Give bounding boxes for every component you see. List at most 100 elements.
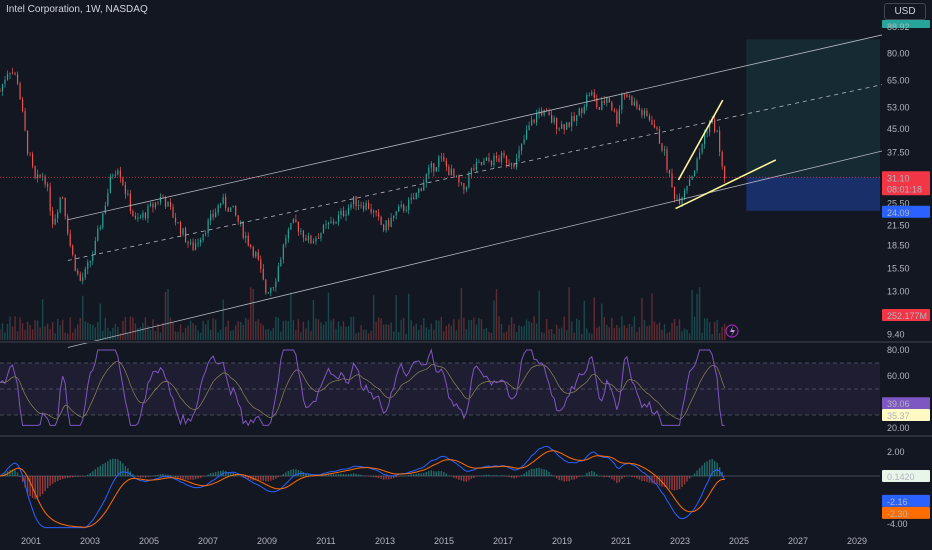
candle-body <box>578 108 580 116</box>
candle-body <box>505 155 508 164</box>
candle-body <box>4 80 6 85</box>
candle-body <box>438 156 440 168</box>
volume-bar <box>29 325 31 340</box>
volume-bar <box>207 320 209 340</box>
wedge-upper-line[interactable] <box>677 99 724 181</box>
macd-histogram-bar <box>189 476 192 480</box>
volume-bar <box>621 316 623 340</box>
candle-body <box>182 228 184 235</box>
candle-body <box>335 221 337 224</box>
macd-histogram-bar <box>390 476 392 479</box>
macd-histogram-bar <box>518 476 520 477</box>
volume-bar <box>440 316 443 340</box>
macd-histogram-bar <box>623 476 626 478</box>
candle-body <box>646 110 648 117</box>
volume-bar <box>608 327 611 340</box>
candle-body <box>62 197 64 199</box>
candle-body <box>174 217 177 223</box>
volume-bar <box>192 322 194 340</box>
candle-body <box>576 115 578 121</box>
macd-histogram-bar <box>508 476 510 478</box>
candle-body <box>603 100 605 103</box>
volume-bar <box>693 316 696 340</box>
macd-tick-label: -4.00 <box>887 519 908 529</box>
candle-body <box>518 150 520 159</box>
lightning-icon[interactable] <box>725 324 739 338</box>
channel-middle-line[interactable] <box>67 84 883 261</box>
volume-bar <box>455 330 458 340</box>
candle-body <box>483 160 485 165</box>
price-axis[interactable]: 80.00 65.00 53.00 45.00 37.50 25.50 21.50 18.50… <box>882 0 932 342</box>
candle-body <box>450 168 452 176</box>
volume-bar <box>518 325 520 340</box>
volume-bar <box>342 321 345 340</box>
volume-bar <box>72 332 74 340</box>
candle-body <box>117 170 119 175</box>
volume-bar <box>638 327 641 340</box>
wedge-lines[interactable] <box>675 99 777 210</box>
channel-lower-line[interactable] <box>67 150 883 348</box>
volume-bar <box>194 325 197 340</box>
volume-bar <box>295 330 297 340</box>
volume-bar <box>468 320 470 340</box>
channel-upper-line[interactable] <box>67 34 883 221</box>
price-tick-label: 13.00 <box>887 287 910 297</box>
rsi-value-tag-bg <box>882 397 930 410</box>
macd-histogram-bar <box>530 468 533 476</box>
pane-separators[interactable] <box>0 341 932 437</box>
candle-body <box>29 153 31 155</box>
macd-histogram-bar <box>475 476 478 477</box>
volume-bar <box>367 333 370 340</box>
candle-body <box>31 154 34 167</box>
price-candles[interactable] <box>0 67 726 297</box>
macd-histogram-bar <box>673 476 676 491</box>
macd-histogram-bar <box>591 470 593 476</box>
candle-body <box>566 122 568 130</box>
stop-price-tag: 24.09 <box>887 208 910 218</box>
volume-bar <box>79 317 81 340</box>
macd-histogram-bar <box>92 471 94 476</box>
volume-bars <box>0 287 726 340</box>
candle-body <box>280 259 282 267</box>
volume-bar <box>345 326 347 340</box>
candle-body <box>235 205 237 216</box>
macd-histogram-bar <box>613 476 616 481</box>
volume-bar <box>691 290 693 340</box>
wedge-lower-line[interactable] <box>675 159 777 210</box>
volume-bar <box>661 329 663 340</box>
macd-axis[interactable]: 2.00 -4.00 0.1420 -2.16 -2.30 <box>882 447 930 529</box>
time-axis[interactable]: 2001 2003 2005 2007 2009 2011 2013 2015 2017 2019… <box>0 532 932 550</box>
volume-bar <box>370 330 372 340</box>
volume-bar <box>513 323 515 340</box>
macd-histogram-bar <box>553 475 555 477</box>
candle-body <box>661 143 663 151</box>
volume-bar <box>721 326 723 340</box>
candle-body <box>636 101 638 108</box>
macd-histogram-bar <box>571 476 573 480</box>
macd-histogram-bar <box>342 474 345 476</box>
volume-bar <box>473 317 475 340</box>
volume-bar <box>219 329 222 340</box>
volume-bar <box>706 318 708 340</box>
candle-body <box>410 197 412 200</box>
rsi-axis[interactable]: 80.00 60.00 20.00 39.06 35.37 <box>882 345 930 433</box>
macd-histogram-bar <box>11 469 14 476</box>
candle-body <box>54 218 56 225</box>
year-tick-label: 2001 <box>21 536 41 546</box>
candle-body <box>709 122 711 133</box>
currency-button[interactable]: USD <box>884 3 926 20</box>
macd-histogram-bar <box>558 476 560 481</box>
candle-body <box>202 233 204 240</box>
macd-histogram-bar <box>247 476 249 480</box>
macd-histogram-bar <box>229 472 232 476</box>
volume-bar <box>212 318 214 340</box>
candle-body <box>210 214 212 221</box>
macd-histogram-bar <box>224 471 227 476</box>
macd-histogram-bar <box>270 476 272 481</box>
trend-channel[interactable] <box>67 34 883 348</box>
candle-body <box>538 110 540 114</box>
macd-histogram-bar <box>418 473 420 476</box>
candle-body <box>137 218 139 219</box>
macd-histogram-bar <box>260 476 262 481</box>
